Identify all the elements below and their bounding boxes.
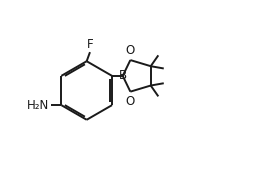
- Text: O: O: [126, 95, 135, 108]
- Text: B: B: [119, 69, 127, 82]
- Text: H₂N: H₂N: [27, 99, 49, 112]
- Text: F: F: [87, 38, 94, 51]
- Text: O: O: [126, 44, 135, 57]
